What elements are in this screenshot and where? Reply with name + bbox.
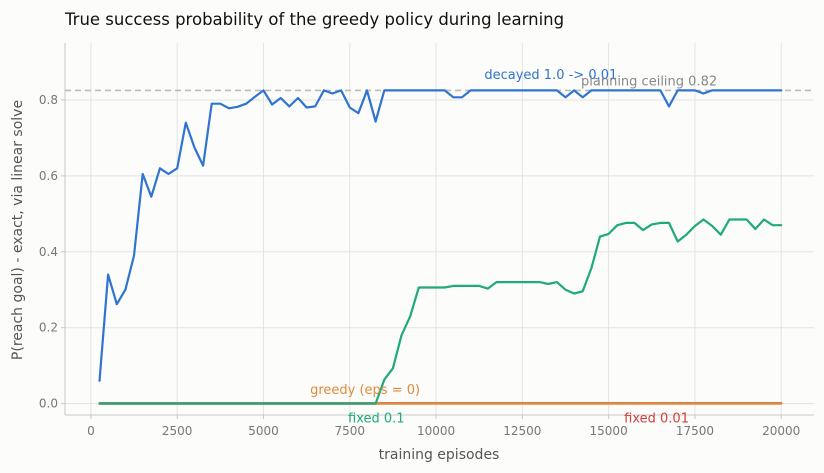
x-tick-label: 2500 (162, 424, 193, 438)
x-tick-label: 12500 (503, 424, 541, 438)
y-tick-label: 0.2 (39, 321, 58, 335)
y-tick-label: 0.8 (39, 93, 58, 107)
grid-layer (65, 43, 814, 415)
y-axis-label: P(reach goal) - exact, via linear solve (10, 100, 26, 360)
tick-layer: 0 2500 5000 7500 10000 12500 15000 17500 20000 0.… (39, 93, 800, 438)
annotation-label: decayed 1.0 -> 0.01 (484, 68, 617, 83)
x-tick-label: 15000 (590, 424, 628, 438)
y-tick-label: 0.6 (39, 169, 58, 183)
x-tick-label: 5000 (248, 424, 279, 438)
series-layer (98, 89, 783, 405)
annotation-label: fixed 0.01 (624, 412, 689, 427)
chart-title: True success probability of the greedy p… (64, 10, 564, 29)
x-tick-label: 0 (87, 424, 95, 438)
y-tick-label: 0.0 (39, 397, 58, 411)
annotation-label: fixed 0.1 (348, 412, 405, 427)
axes-frame (64, 43, 814, 416)
annotation-label: planning ceiling 0.82 (581, 75, 717, 90)
y-tick-label: 0.4 (39, 245, 58, 259)
x-tick-label: 17500 (676, 424, 714, 438)
annotation-label: greedy (eps = 0) (310, 383, 420, 398)
x-axis-label: training episodes (379, 447, 500, 463)
x-tick-label: 7500 (334, 424, 365, 438)
series-line-fixed-0-1 (98, 218, 783, 405)
x-tick-label: 20000 (762, 424, 800, 438)
x-tick-label: 10000 (417, 424, 455, 438)
series-line-decayed-1-0-0-01 (98, 89, 783, 382)
